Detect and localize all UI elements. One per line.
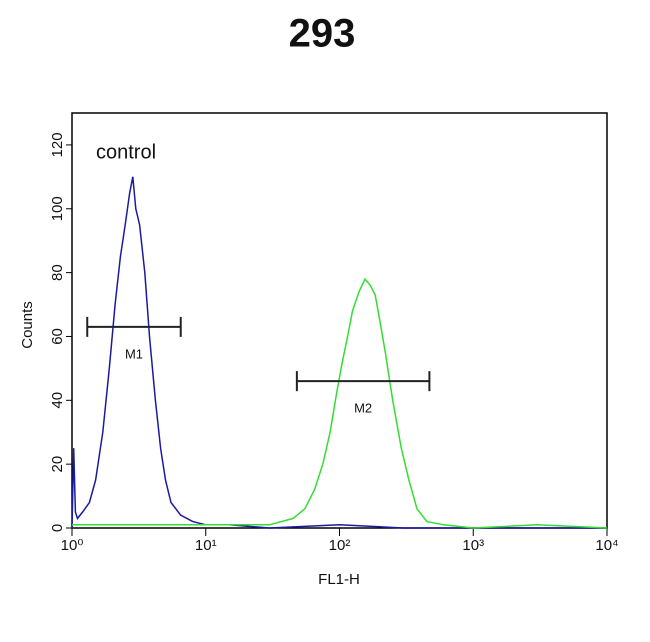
y-tick-label: 20 xyxy=(49,456,66,473)
y-tick-label: 60 xyxy=(49,328,66,345)
histogram-line xyxy=(71,176,607,529)
x-tick-label: 10³ xyxy=(462,537,484,554)
y-tick-label: 120 xyxy=(49,132,66,157)
x-tick-label: 10¹ xyxy=(195,537,217,554)
chart-title: 293 xyxy=(289,12,356,56)
y-tick-label: 0 xyxy=(49,524,66,532)
marker-label: M2 xyxy=(354,401,372,416)
y-tick-label: 40 xyxy=(49,392,66,409)
annotation: control xyxy=(96,141,156,163)
x-tick-label: 10⁰ xyxy=(61,537,84,554)
marker-label: M1 xyxy=(125,346,143,361)
plot-frame xyxy=(71,112,608,529)
x-tick-label: 10² xyxy=(329,537,351,554)
x-tick-label: 10⁴ xyxy=(595,537,618,554)
y-axis-label: Counts xyxy=(19,301,36,349)
x-axis-label: FL1-H xyxy=(318,571,360,588)
y-tick-label: 100 xyxy=(49,196,66,221)
histogram-line xyxy=(72,277,608,529)
y-tick-label: 80 xyxy=(49,264,66,281)
